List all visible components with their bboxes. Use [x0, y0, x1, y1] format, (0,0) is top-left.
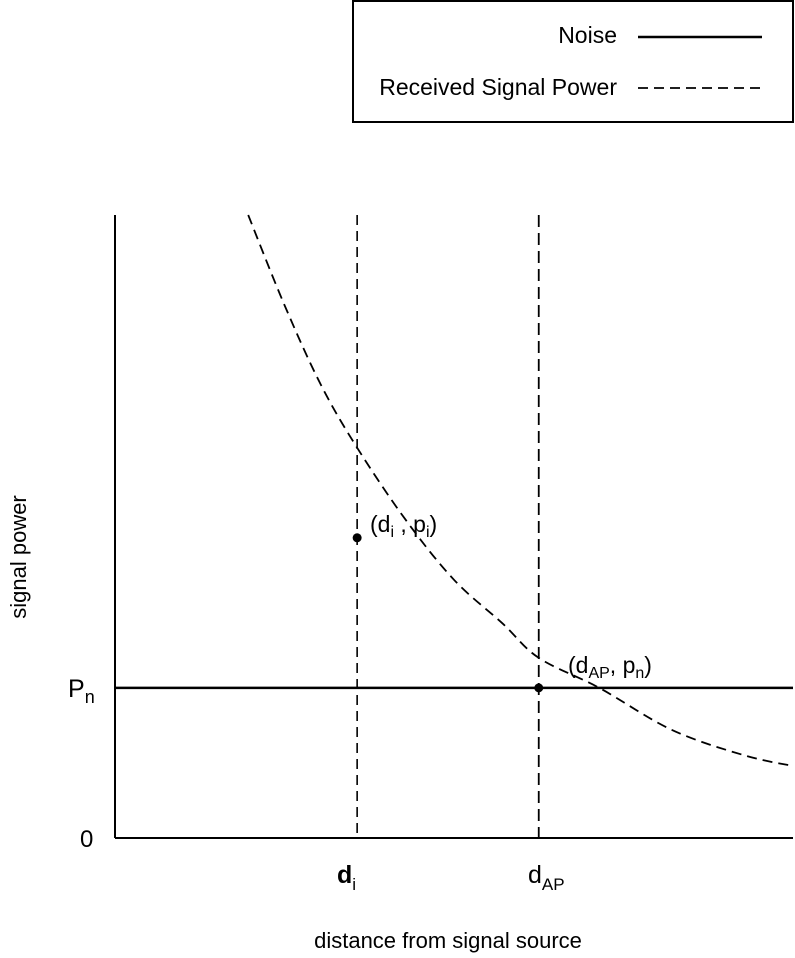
x-tick-label-di: di	[337, 861, 356, 894]
data-point-dap-pn	[534, 683, 544, 693]
y-tick-label-pn-sub: n	[85, 687, 95, 707]
annotation-di-pi-sub2: i	[426, 524, 430, 541]
annotation-dap-pn-sub2: n	[635, 665, 644, 682]
x-tick-label-dap: dAP	[528, 861, 565, 894]
legend-label-noise: Noise	[558, 22, 617, 48]
y-tick-label-zero: 0	[80, 826, 93, 853]
annotation-di-pi-sub1: i	[390, 524, 394, 541]
x-tick-label-di-sub: i	[352, 875, 356, 894]
annotation-di-pi-end: )	[430, 511, 438, 537]
legend-label-received-signal-power: Received Signal Power	[379, 74, 617, 100]
y-tick-label-pn: Pn	[68, 675, 95, 707]
annotation-dap-pn-end: )	[644, 652, 652, 678]
annotation-dap-pn-main: (d	[568, 652, 588, 678]
annotation-dap-pn: (dAP, pn)	[568, 652, 652, 682]
y-tick-label-pn-main: P	[68, 675, 85, 703]
data-point-di-pi	[352, 533, 362, 543]
annotation-di-pi-main: (d	[370, 511, 390, 537]
annotation-dap-pn-mid: , p	[610, 652, 636, 678]
x-tick-label-di-main: d	[337, 861, 352, 889]
annotation-dap-pn-sub1: AP	[588, 665, 609, 682]
series-line-received-signal-power	[247, 214, 794, 767]
x-axis-title: distance from signal source	[314, 928, 582, 953]
x-tick-label-dap-main: d	[528, 861, 542, 889]
annotation-di-pi: (di , pi)	[370, 511, 437, 541]
annotation-di-pi-mid: , p	[394, 511, 426, 537]
x-tick-label-dap-sub: AP	[542, 875, 565, 894]
legend-box	[352, 0, 794, 123]
legend: Noise Received Signal Power	[352, 0, 794, 123]
y-axis-title: signal power	[6, 495, 31, 619]
